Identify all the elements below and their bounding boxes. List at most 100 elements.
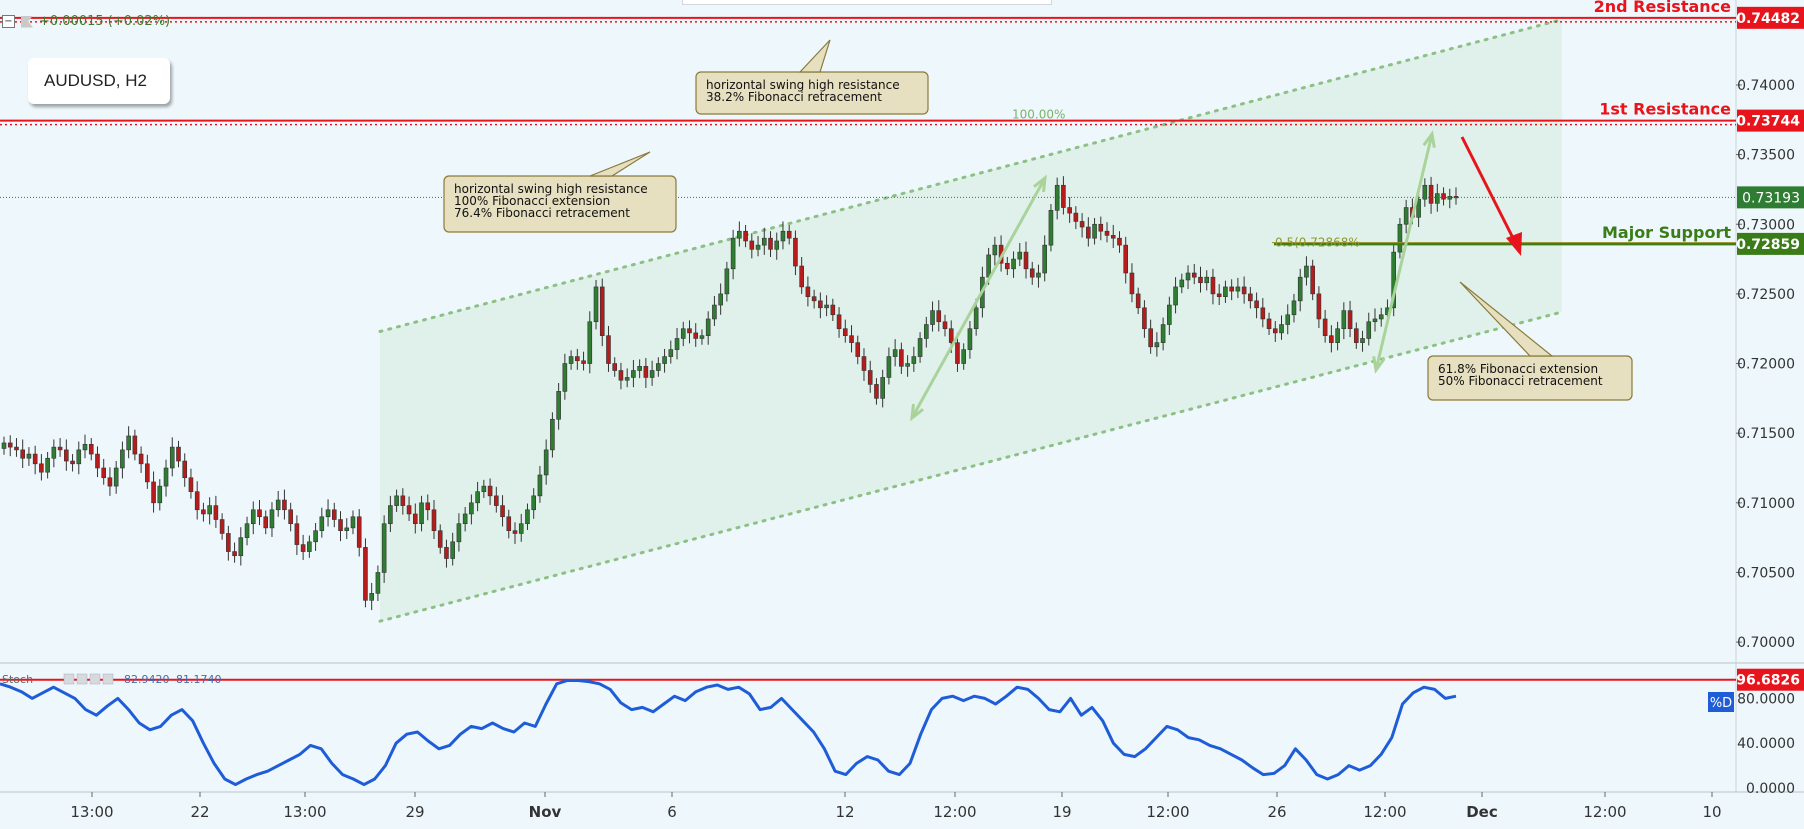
candle-body bbox=[88, 444, 94, 455]
candle-body bbox=[412, 513, 418, 525]
candle-body bbox=[512, 530, 518, 534]
candle-body bbox=[1428, 184, 1434, 204]
time-tick-label: 12:00 bbox=[1363, 803, 1406, 821]
candle-body bbox=[145, 463, 150, 483]
symbol-label-box[interactable]: AUDUSD, H2 bbox=[28, 58, 170, 104]
channel-fill bbox=[380, 19, 1562, 622]
candle-body bbox=[194, 491, 200, 511]
candle-body bbox=[867, 370, 873, 385]
candle-body bbox=[1435, 193, 1440, 204]
stoch-control-icon[interactable] bbox=[63, 673, 75, 685]
candle-body bbox=[450, 541, 455, 559]
candle-body bbox=[57, 446, 63, 451]
candle-body bbox=[151, 481, 156, 504]
candle-body bbox=[687, 328, 692, 334]
candle-body bbox=[761, 237, 767, 246]
collapse-icon[interactable]: − bbox=[2, 15, 15, 28]
candle-body bbox=[481, 485, 487, 492]
candle-body bbox=[1353, 328, 1359, 343]
time-tick-label: 12:00 bbox=[1583, 803, 1626, 821]
candle-body bbox=[207, 505, 212, 515]
candle-body bbox=[674, 338, 680, 350]
candle-body bbox=[1029, 268, 1035, 278]
candle-body bbox=[1304, 265, 1309, 278]
stoch-tick-label: 0.0000 bbox=[1746, 781, 1795, 797]
price-tick-label: 0.70000 bbox=[1737, 635, 1795, 651]
swing-arrow-right-head bbox=[1422, 130, 1436, 149]
candle-body bbox=[487, 485, 493, 497]
candle-body bbox=[263, 516, 269, 529]
time-tick-label: 12:00 bbox=[933, 803, 976, 821]
candle-body bbox=[799, 265, 804, 288]
price-tick-label: 0.74000 bbox=[1737, 78, 1795, 94]
candle-body bbox=[631, 370, 636, 378]
candle-body bbox=[1441, 193, 1446, 200]
candle-body bbox=[1360, 338, 1365, 343]
candle-body bbox=[1148, 328, 1153, 348]
candle-body bbox=[1260, 307, 1266, 320]
candle-body bbox=[456, 523, 462, 543]
candle-body bbox=[749, 240, 755, 250]
candle-body bbox=[911, 356, 917, 364]
candle-body bbox=[26, 453, 32, 459]
swing-arrow-left-head bbox=[1033, 174, 1047, 193]
candle-body bbox=[275, 499, 281, 511]
candle-body bbox=[1079, 221, 1085, 228]
candle-body bbox=[288, 509, 293, 525]
candle-body bbox=[842, 328, 848, 336]
candle-body bbox=[1223, 286, 1228, 297]
candle-body bbox=[612, 363, 618, 371]
candle-body bbox=[269, 509, 275, 529]
stoch-control-icon[interactable] bbox=[102, 673, 114, 685]
symbol-label: AUDUSD, H2 bbox=[44, 71, 147, 90]
candle-body bbox=[344, 527, 350, 531]
current-price-badge bbox=[1737, 186, 1804, 209]
candle-body bbox=[924, 324, 929, 339]
stoch-badge-text: %D bbox=[1710, 696, 1732, 711]
candle-body bbox=[419, 502, 424, 525]
price-tick-label: 0.71000 bbox=[1737, 496, 1795, 512]
candle-body bbox=[375, 572, 381, 594]
candle-body bbox=[1061, 184, 1066, 208]
price-axis: 0.74000 0.73500 0.73000 0.72500 0.72000 0.715… bbox=[1736, 78, 1795, 651]
callout-text: 100% Fibonacci extension bbox=[454, 194, 610, 208]
candle-body bbox=[169, 446, 175, 469]
candle-body bbox=[132, 435, 138, 455]
channel-upper-line bbox=[378, 18, 1564, 333]
candle-body bbox=[201, 509, 206, 515]
candle-body bbox=[350, 516, 356, 529]
candle-body bbox=[1210, 276, 1216, 295]
callout-text: 61.8% Fibonacci extension bbox=[1438, 362, 1598, 376]
resistance-2-price-badge bbox=[1737, 6, 1804, 29]
candle-body bbox=[1272, 328, 1278, 334]
candle-body bbox=[649, 370, 655, 378]
candle-body bbox=[1, 442, 7, 449]
annotations: 100.00% 0.5(0.72868% horizontal swing high… bbox=[443, 39, 1736, 422]
candle-body bbox=[1017, 251, 1023, 260]
candle-body bbox=[587, 321, 593, 364]
candle-body bbox=[388, 505, 393, 525]
price-change-readout: − +0.00015 (+0.02%) bbox=[0, 14, 170, 29]
top-toolbar-tab[interactable] bbox=[682, 0, 1052, 5]
stoch-control-icon[interactable] bbox=[89, 673, 101, 685]
candle-body bbox=[849, 335, 854, 343]
stoch-control-icon[interactable] bbox=[76, 673, 88, 685]
candle-body bbox=[780, 230, 786, 242]
fib-100-label: 100.00% bbox=[1012, 108, 1065, 122]
candle-body bbox=[126, 435, 131, 451]
candle-body bbox=[95, 453, 100, 469]
candle-body bbox=[219, 519, 225, 534]
candle-body bbox=[244, 523, 250, 538]
candle-body bbox=[718, 293, 723, 306]
candle-body bbox=[768, 237, 773, 250]
flag-icon[interactable] bbox=[21, 15, 33, 28]
candle-body bbox=[163, 467, 169, 487]
candle-body bbox=[70, 460, 75, 465]
candle-body bbox=[176, 446, 181, 462]
candle-body bbox=[1310, 265, 1315, 295]
stoch-level-text: 96.6826 bbox=[1736, 673, 1800, 689]
candle-body bbox=[1378, 314, 1384, 320]
candle-body bbox=[606, 335, 611, 364]
